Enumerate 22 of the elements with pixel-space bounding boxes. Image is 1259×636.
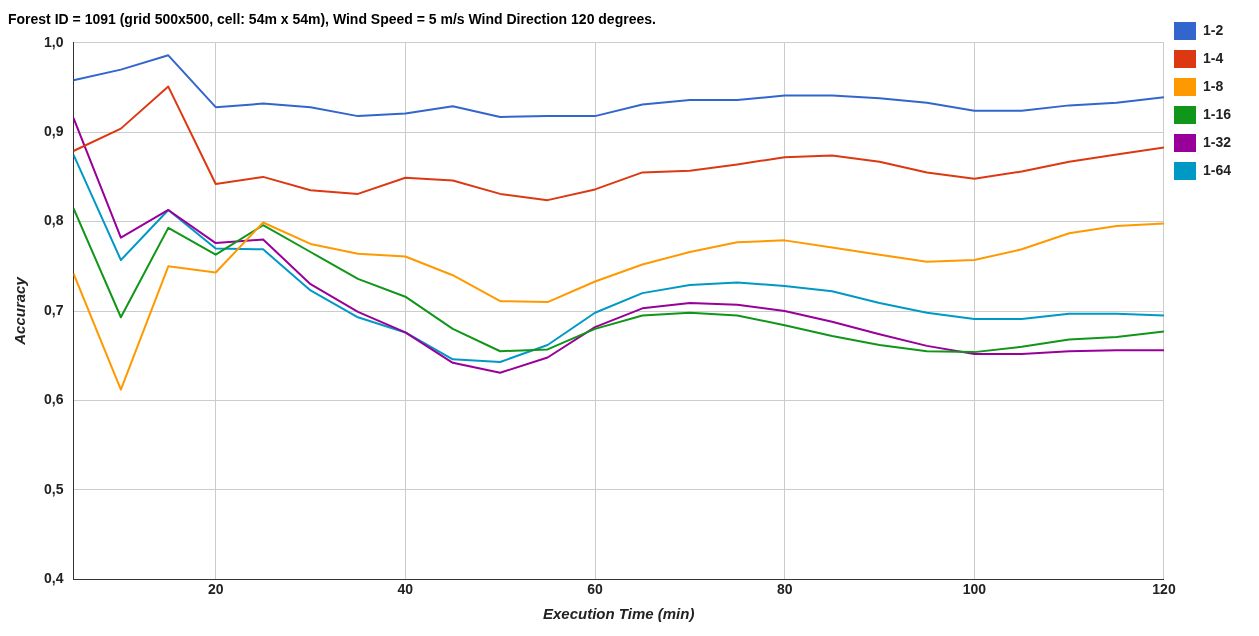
x-tick-label: 60	[587, 581, 604, 598]
y-tick-label: 0,4	[43, 570, 64, 587]
x-tick-label: 40	[397, 581, 414, 598]
legend-label: 1-4	[1202, 49, 1224, 66]
y-tick-label: 0,5	[43, 480, 64, 497]
chart-title: Forest ID = 1091 (grid 500x500, cell: 54m x 54m), Wind Speed = 5 m/s Wind Direction 120 degrees.	[8, 11, 656, 28]
legend-label: 1-2	[1202, 21, 1224, 38]
y-tick-label: 1,0	[43, 33, 64, 50]
x-tick-label: 100	[962, 581, 987, 598]
y-tick-label: 0,7	[43, 301, 64, 318]
y-tick-label: 0,9	[43, 123, 64, 140]
y-axis-title: Accuracy	[11, 276, 29, 346]
legend-label: 1-16	[1202, 105, 1232, 122]
x-tick-label: 80	[776, 581, 793, 598]
legend-label: 1-64	[1202, 161, 1232, 178]
y-tick-label: 0,6	[43, 391, 64, 408]
x-tick-label: 20	[207, 581, 224, 598]
legend-label: 1-32	[1202, 133, 1232, 150]
y-tick-label: 0,8	[43, 212, 64, 229]
x-tick-label: 120	[1152, 581, 1176, 598]
legend-label: 1-8	[1202, 77, 1224, 94]
x-axis-title: Execution Time (min)	[543, 605, 695, 623]
